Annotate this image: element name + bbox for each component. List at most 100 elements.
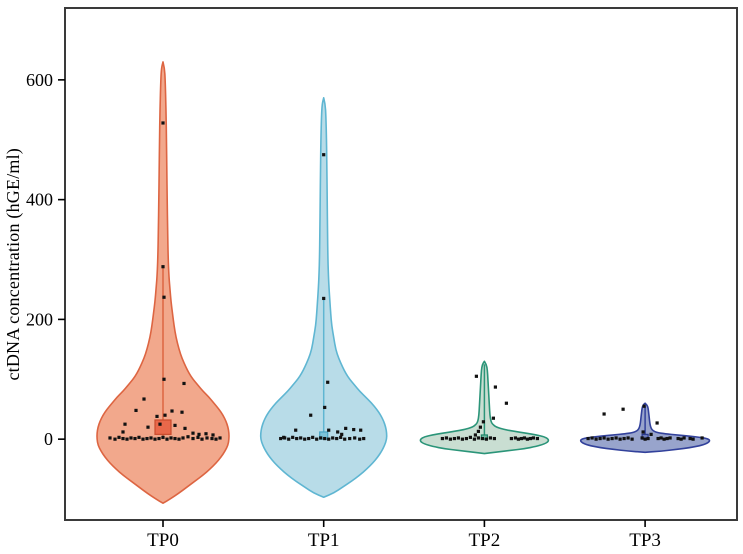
data-point xyxy=(478,425,482,429)
data-point xyxy=(197,432,201,436)
data-point xyxy=(161,121,165,125)
data-point xyxy=(352,427,356,432)
data-point xyxy=(327,428,331,432)
box-tp0 xyxy=(154,419,172,435)
data-point xyxy=(125,437,129,441)
data-point xyxy=(473,433,477,437)
data-point xyxy=(344,426,348,430)
data-point xyxy=(210,436,214,441)
data-point xyxy=(183,426,187,430)
data-point xyxy=(655,421,659,425)
data-point xyxy=(519,436,523,441)
data-point xyxy=(170,409,174,413)
x-tick-label-tp2: TP2 xyxy=(469,530,501,551)
data-point xyxy=(476,436,480,440)
data-point xyxy=(492,436,496,441)
data-point xyxy=(137,435,141,439)
x-tick-label-tp0: TP0 xyxy=(147,530,179,551)
data-point xyxy=(481,420,485,424)
data-point xyxy=(165,437,169,441)
data-point xyxy=(323,436,327,441)
data-point xyxy=(153,437,157,441)
data-point xyxy=(309,413,313,417)
data-point xyxy=(460,437,464,441)
data-point xyxy=(594,437,598,441)
data-point xyxy=(676,436,680,441)
data-point xyxy=(493,385,497,389)
data-point xyxy=(327,437,331,441)
data-point xyxy=(622,436,626,441)
data-point xyxy=(181,436,185,440)
data-point xyxy=(691,437,695,441)
data-point xyxy=(488,436,492,440)
data-point xyxy=(155,414,159,419)
data-point xyxy=(682,436,686,440)
data-point xyxy=(191,431,195,435)
data-point xyxy=(326,380,330,384)
data-point xyxy=(513,436,517,440)
data-point xyxy=(186,435,190,439)
data-point xyxy=(214,437,218,441)
data-point xyxy=(621,407,625,411)
data-point xyxy=(322,296,326,301)
data-point xyxy=(358,437,362,441)
data-point xyxy=(191,436,195,441)
data-point xyxy=(586,436,590,441)
data-point xyxy=(641,430,645,434)
data-point xyxy=(319,436,323,440)
data-point xyxy=(303,437,307,441)
data-point xyxy=(311,435,315,439)
data-point xyxy=(528,436,532,441)
data-point xyxy=(299,436,303,440)
data-point xyxy=(464,436,468,441)
data-point xyxy=(480,436,484,441)
data-point xyxy=(700,436,704,440)
data-point xyxy=(322,153,326,157)
data-point xyxy=(129,436,133,440)
data-point xyxy=(182,381,186,386)
data-point xyxy=(294,428,298,432)
data-point xyxy=(196,435,200,439)
data-point xyxy=(295,436,299,441)
y-tick-label: 600 xyxy=(26,70,53,90)
y-tick-label: 0 xyxy=(44,429,53,449)
data-point xyxy=(649,432,653,436)
data-point xyxy=(606,437,610,441)
data-point xyxy=(662,437,666,441)
data-point xyxy=(456,436,460,440)
data-point xyxy=(522,436,526,440)
data-point xyxy=(440,436,444,441)
data-point xyxy=(630,437,634,441)
data-point xyxy=(211,433,215,437)
data-point xyxy=(108,436,112,440)
data-point xyxy=(146,425,150,429)
data-point xyxy=(336,430,340,434)
data-point xyxy=(169,436,173,440)
data-point xyxy=(642,404,646,408)
data-point xyxy=(113,437,117,441)
data-point xyxy=(343,437,347,441)
data-point xyxy=(161,265,165,269)
data-point xyxy=(491,416,495,420)
data-point xyxy=(444,436,448,440)
data-point xyxy=(163,413,167,417)
data-point xyxy=(626,436,630,440)
data-point xyxy=(291,435,295,439)
data-point xyxy=(287,437,291,441)
data-point xyxy=(340,432,344,436)
data-point xyxy=(452,436,456,441)
data-point xyxy=(157,436,161,441)
data-point xyxy=(504,401,508,405)
x-tick-label-tp1: TP1 xyxy=(308,530,340,551)
data-point xyxy=(665,436,669,441)
data-point xyxy=(283,436,287,440)
data-point xyxy=(362,436,366,441)
data-point xyxy=(149,436,153,440)
data-point xyxy=(602,412,606,416)
data-point xyxy=(141,437,145,441)
data-point xyxy=(535,436,539,441)
data-point xyxy=(614,436,618,440)
data-point xyxy=(200,437,204,441)
data-point xyxy=(158,422,162,426)
data-point xyxy=(656,436,660,441)
